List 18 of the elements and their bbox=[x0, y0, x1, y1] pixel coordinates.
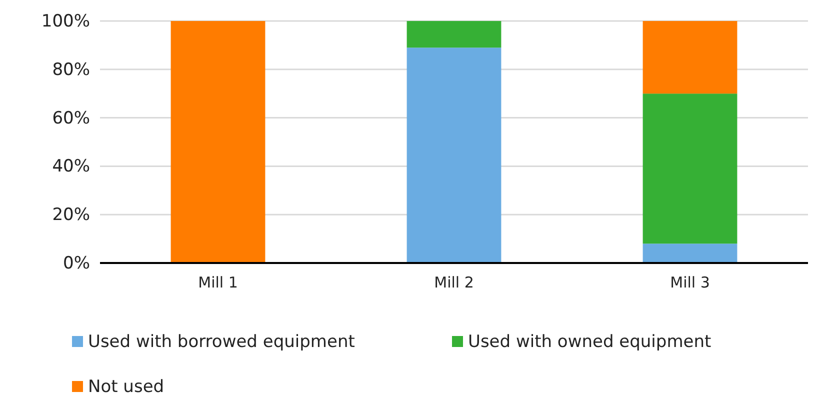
x-tick-label: Mill 1 bbox=[198, 274, 238, 292]
y-tick-label: 60% bbox=[52, 108, 90, 128]
legend-label: Used with borrowed equipment bbox=[88, 332, 356, 352]
bar bbox=[406, 21, 502, 48]
y-tick-label: 20% bbox=[52, 205, 90, 226]
y-tick-label: 80% bbox=[52, 60, 90, 80]
y-tick-label: 0% bbox=[63, 253, 90, 274]
bar bbox=[406, 48, 502, 263]
y-tick-label: 100% bbox=[41, 11, 90, 32]
bar bbox=[170, 21, 266, 263]
bar bbox=[642, 21, 738, 94]
y-tick-label: 40% bbox=[52, 156, 90, 177]
x-tick-label: Mill 3 bbox=[670, 274, 710, 292]
legend-label: Not used bbox=[88, 377, 164, 397]
bar bbox=[642, 244, 738, 263]
legend-label: Used with owned equipment bbox=[468, 332, 712, 352]
bar bbox=[642, 94, 738, 244]
x-tick-label: Mill 2 bbox=[434, 274, 474, 292]
